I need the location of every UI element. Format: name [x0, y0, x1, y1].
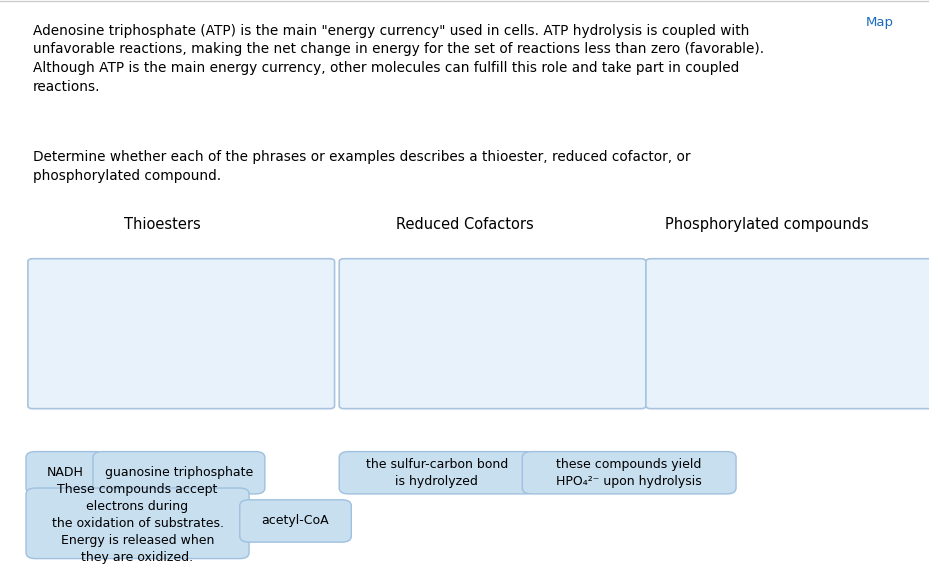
Text: the sulfur-carbon bond
is hydrolyzed: the sulfur-carbon bond is hydrolyzed [366, 457, 508, 488]
FancyBboxPatch shape [646, 259, 950, 409]
FancyBboxPatch shape [339, 452, 535, 494]
Text: Map: Map [866, 16, 894, 29]
FancyBboxPatch shape [93, 452, 265, 494]
FancyBboxPatch shape [26, 488, 249, 559]
FancyBboxPatch shape [339, 259, 646, 409]
Text: These compounds accept
electrons during
the oxidation of substrates.
Energy is r: These compounds accept electrons during … [51, 483, 223, 564]
Text: guanosine triphosphate: guanosine triphosphate [104, 466, 253, 479]
FancyBboxPatch shape [239, 500, 352, 542]
Text: Reduced Cofactors: Reduced Cofactors [396, 217, 534, 232]
Text: Thioesters: Thioesters [124, 217, 201, 232]
FancyBboxPatch shape [26, 452, 105, 494]
Text: Determine whether each of the phrases or examples describes a thioester, reduced: Determine whether each of the phrases or… [32, 150, 690, 183]
Text: Adenosine triphosphate (ATP) is the main "energy currency" used in cells. ATP hy: Adenosine triphosphate (ATP) is the main… [32, 24, 764, 94]
Text: acetyl-CoA: acetyl-CoA [261, 514, 330, 527]
Text: NADH: NADH [48, 466, 84, 479]
Text: Phosphorylated compounds: Phosphorylated compounds [665, 217, 868, 232]
FancyBboxPatch shape [522, 452, 736, 494]
FancyBboxPatch shape [28, 259, 334, 409]
Text: these compounds yield
HPO₄²⁻ upon hydrolysis: these compounds yield HPO₄²⁻ upon hydrol… [557, 457, 702, 488]
